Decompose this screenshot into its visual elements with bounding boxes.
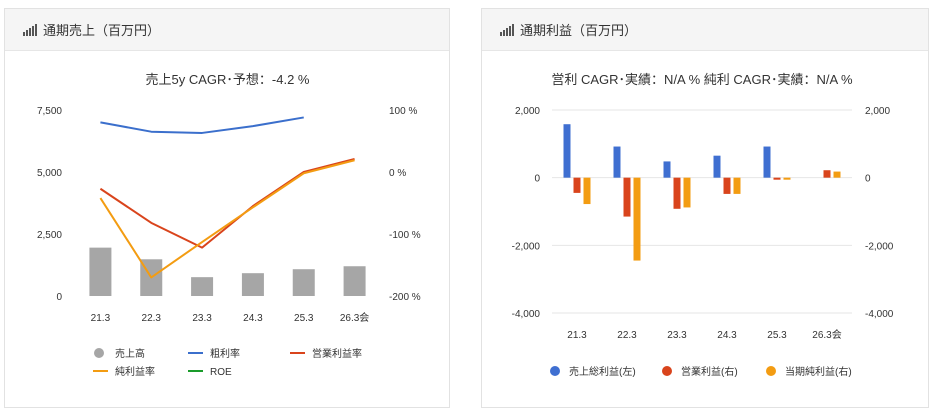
- x-tick-label: 24.3: [243, 313, 263, 324]
- legend-marker: [662, 366, 672, 376]
- bar-当期純利益(右): [733, 177, 741, 194]
- y-right-tick-label: 0: [865, 174, 871, 185]
- legend-label: 当期純利益(右): [785, 365, 852, 378]
- x-tick-label: 23.3: [667, 330, 687, 341]
- legend-label: 営業利益(右): [681, 365, 738, 378]
- bar-営業利益(右): [573, 177, 581, 193]
- x-tick-label: 23.3: [192, 313, 212, 324]
- y-left-tick-label: 7,500: [37, 106, 62, 117]
- series-line-営業利益率: [99, 158, 355, 249]
- profit-panel-title: 通期利益（百万円）: [520, 23, 638, 38]
- legend-label: ROE: [210, 367, 232, 378]
- y-left-tick-label: 2,500: [37, 230, 62, 241]
- sales-chart: 売上5y CAGR･予想：-4.2 % 0 2,500 5,000 7,500 -200 …: [37, 72, 421, 378]
- bar-売上総利益(左): [663, 161, 671, 178]
- chart-title: 売上5y CAGR･予想：-4.2 %: [146, 72, 310, 87]
- bar-chart-icon: [500, 23, 515, 36]
- y-left-tick-label: 0: [534, 174, 540, 185]
- bar-営業利益(右): [773, 177, 781, 180]
- legend-label: 粗利率: [210, 347, 240, 360]
- sales-bar: [241, 273, 264, 296]
- legend-label: 営業利益率: [312, 347, 362, 360]
- chart-title: 営利 CAGR･実績：N/A % 純利 CAGR･実績：N/A %: [551, 72, 853, 87]
- x-tick-label: 21.3: [91, 313, 111, 324]
- y-left-tick-label: 2,000: [515, 106, 540, 117]
- x-tick-label: 25.3: [294, 313, 314, 324]
- y-left-tick-label: 5,000: [37, 168, 62, 179]
- x-tick-label: 22.3: [142, 313, 162, 324]
- bar-当期純利益(右): [633, 177, 641, 261]
- bar-当期純利益(右): [783, 177, 791, 180]
- sales-bar: [191, 277, 214, 296]
- x-tick-label: 25.3: [767, 330, 787, 341]
- y-left-tick-label: -2,000: [512, 241, 541, 252]
- y-right-tick-label: -100 %: [389, 230, 421, 241]
- y-left-tick-label: -4,000: [512, 309, 541, 320]
- y-left-tick-label: 0: [56, 292, 62, 303]
- y-right-tick-label: 100 %: [389, 106, 417, 117]
- sales-panel: 通期売上（百万円） 売上5y CAGR･予想：-4.2 % 0 2,500 5,000…: [4, 8, 450, 408]
- sales-bar: [292, 269, 315, 296]
- legend-label: 売上高: [115, 347, 145, 360]
- legend-label: 純利益率: [115, 365, 155, 378]
- x-tick-label: 26.3会: [812, 328, 841, 341]
- bar-売上総利益(左): [613, 146, 621, 178]
- bar-chart-icon: [23, 23, 38, 36]
- legend-label: 売上総利益(左): [569, 365, 636, 378]
- x-tick-label: 21.3: [567, 330, 587, 341]
- y-right-tick-label: 0 %: [389, 168, 406, 179]
- y-right-tick-label: -2,000: [865, 241, 894, 252]
- legend-marker: [94, 348, 104, 358]
- series-line-粗利率: [100, 116, 304, 134]
- legend-marker: [550, 366, 560, 376]
- bar-当期純利益(右): [583, 177, 591, 205]
- bar-当期純利益(右): [833, 171, 841, 178]
- bar-営業利益(右): [723, 177, 731, 194]
- legend-marker: [766, 366, 776, 376]
- bar-当期純利益(右): [683, 177, 691, 208]
- y-right-tick-label: 2,000: [865, 106, 890, 117]
- y-right-tick-label: -200 %: [389, 292, 421, 303]
- bar-売上総利益(左): [763, 146, 771, 178]
- bar-売上総利益(左): [713, 155, 721, 178]
- sales-bar: [343, 266, 366, 296]
- series-line-純利益率: [99, 159, 355, 279]
- profit-panel: 通期利益（百万円） 営利 CAGR･実績：N/A % 純利 CAGR･実績：N/…: [481, 8, 929, 408]
- x-tick-label: 24.3: [717, 330, 737, 341]
- sales-panel-header: 通期売上（百万円）: [5, 9, 449, 51]
- bar-売上総利益(左): [563, 124, 571, 178]
- y-right-tick-label: -4,000: [865, 309, 894, 320]
- bar-営業利益(右): [823, 170, 831, 178]
- sales-panel-title: 通期売上（百万円）: [43, 23, 161, 38]
- profit-panel-header: 通期利益（百万円）: [482, 9, 928, 51]
- bar-営業利益(右): [673, 177, 681, 209]
- profit-chart: 営利 CAGR･実績：N/A % 純利 CAGR･実績：N/A % -4,000 -…: [512, 72, 894, 378]
- sales-bar: [89, 247, 112, 296]
- x-tick-label: 26.3会: [340, 311, 369, 324]
- bar-営業利益(右): [623, 177, 631, 217]
- x-tick-label: 22.3: [617, 330, 637, 341]
